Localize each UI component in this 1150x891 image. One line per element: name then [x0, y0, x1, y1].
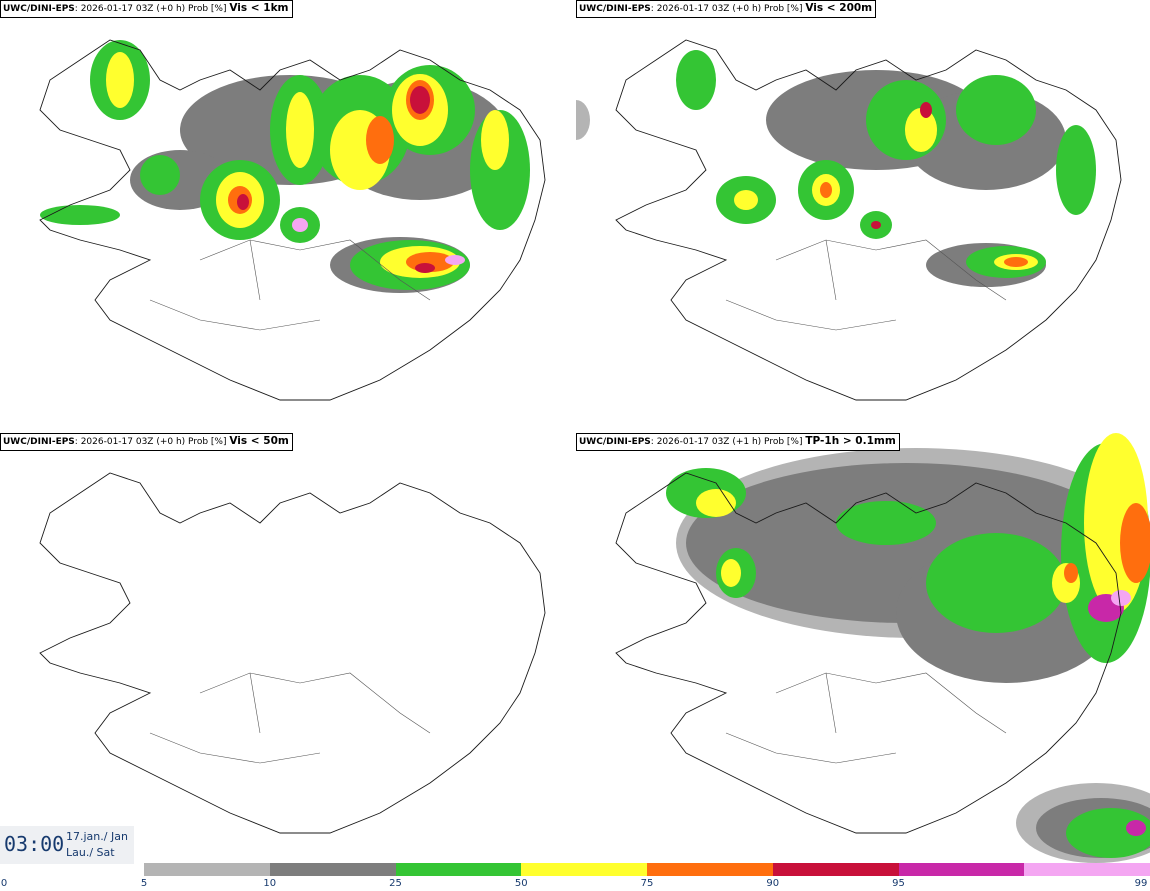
valid-time-box: 03:00 17.jan./ Jan Lau./ Sat [0, 826, 134, 864]
map-panel-vis-200m: UWC/DINI-EPS: 2026-01-17 03Z (+0 h) Prob… [576, 0, 1150, 430]
colorbar-tick-label: 10 [263, 878, 277, 889]
colorbar-tick-label: 25 [389, 878, 402, 889]
coastline [39, 472, 546, 834]
colorbar-tick-label: 5 [140, 878, 148, 889]
colorbar-segment [1024, 863, 1150, 876]
colorbar-tick-label: 90 [766, 878, 780, 889]
probability-colorbar [144, 863, 1150, 876]
panel-header: UWC/DINI-EPS: 2026-01-17 03Z (+0 h) Prob… [0, 433, 293, 451]
probability-field [666, 433, 1150, 863]
valid-time: 03:00 [4, 832, 65, 856]
colorbar-tick-label: 95 [892, 878, 905, 889]
coastline [615, 472, 1122, 834]
colorbar-segment [144, 863, 271, 876]
colorbar-tick-label: 99 [1134, 878, 1148, 889]
map-panel-vis-1km: UWC/DINI-EPS: 2026-01-17 03Z (+0 h) Prob… [0, 0, 574, 430]
iceland-map [39, 39, 546, 401]
colorbar-tick-label: 75 [640, 878, 654, 889]
panel-header: UWC/DINI-EPS: 2026-01-17 03Z (+0 h) Prob… [576, 0, 877, 18]
colorbar-segment [521, 863, 648, 876]
valid-date: 17.jan./ Jan [66, 830, 128, 843]
colorbar-segment [395, 863, 522, 876]
panel-header: UWC/DINI-EPS: 2026-01-17 03Z (+1 h) Prob… [576, 433, 900, 451]
colorbar-segment [772, 863, 899, 876]
map-panel-precip: UWC/DINI-EPS: 2026-01-17 03Z (+1 h) Prob… [576, 433, 1150, 863]
colorbar-segment [898, 863, 1025, 876]
probability-field [40, 40, 530, 293]
colorbar-tick-label: 0 [0, 878, 8, 889]
iceland-map [39, 472, 546, 834]
map-panel-vis-50m: UWC/DINI-EPS: 2026-01-17 03Z (+0 h) Prob… [0, 433, 574, 863]
colorbar-tick-label: 50 [514, 878, 528, 889]
panel-header: UWC/DINI-EPS: 2026-01-17 03Z (+0 h) Prob… [0, 0, 293, 18]
iceland-map [615, 433, 1150, 863]
coastline [615, 39, 1122, 401]
coastline [39, 39, 546, 401]
colorbar-segment [647, 863, 774, 876]
colorbar-segment [269, 863, 396, 876]
iceland-map [576, 39, 1122, 401]
valid-weekday: Lau./ Sat [66, 846, 115, 859]
probability-field [576, 50, 1096, 287]
